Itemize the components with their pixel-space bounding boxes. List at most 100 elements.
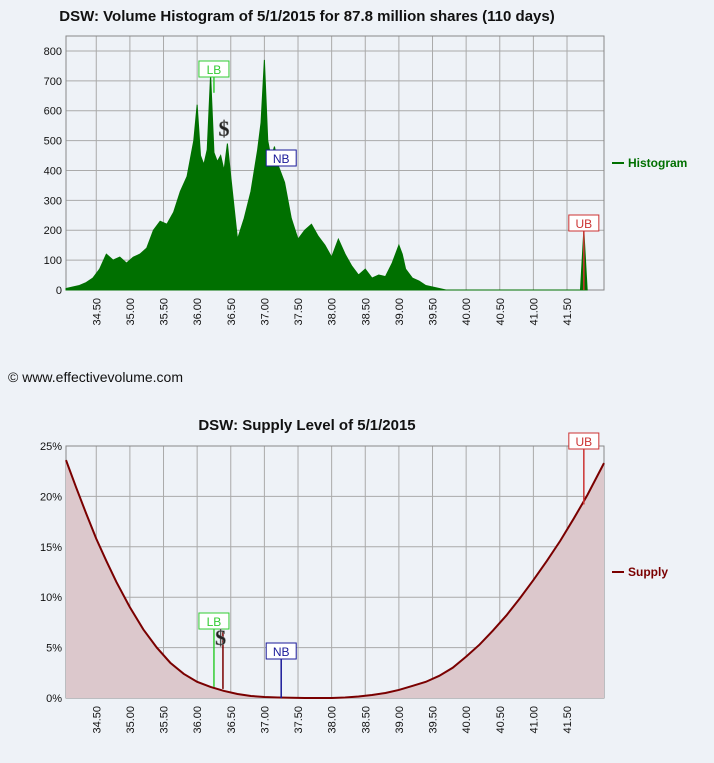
data-point [304, 697, 305, 698]
data-point [210, 686, 211, 687]
y-tick-label: 700 [44, 76, 62, 88]
data-point [412, 685, 413, 686]
y-tick-label: 600 [44, 106, 62, 118]
data-point [277, 697, 278, 698]
x-tick-label: 41.50 [562, 706, 574, 734]
data-point [331, 697, 332, 698]
lb-marker-label: LB [207, 63, 222, 77]
x-tick-label: 35.50 [159, 298, 171, 326]
data-point [519, 598, 520, 599]
ub-marker-box [568, 214, 600, 232]
x-tick-label: 39.50 [428, 706, 440, 734]
data-point [533, 579, 534, 580]
data-point [479, 644, 480, 645]
data-point [223, 690, 224, 691]
x-tick-label: 41.00 [528, 706, 540, 734]
y-tick-label: 100 [44, 255, 62, 267]
data-point [264, 696, 265, 697]
nb-marker-label: NB [273, 152, 290, 166]
x-tick-label: 40.50 [495, 706, 507, 734]
y-tick-label: 15% [40, 542, 62, 554]
data-point [492, 630, 493, 631]
nb-marker-box [265, 149, 297, 167]
x-tick-label: 39.00 [394, 706, 406, 734]
data-point [573, 518, 574, 519]
data-point [425, 681, 426, 682]
supply-title: DSW: Supply Level of 5/1/2015 [198, 417, 416, 434]
data-point [129, 607, 130, 608]
y-tick-label: 800 [44, 46, 62, 58]
data-point [116, 581, 117, 582]
data-point [466, 656, 467, 657]
data-point [65, 460, 66, 461]
x-tick-label: 38.50 [360, 706, 372, 734]
data-point [385, 692, 386, 693]
data-point [96, 538, 97, 539]
dollar-icon: $ [215, 625, 226, 650]
data-point [506, 615, 507, 616]
data-point [344, 697, 345, 698]
supply-nb-marker-label: NB [273, 645, 290, 659]
y-tick-label: 5% [46, 643, 62, 655]
x-tick-label: 38.00 [327, 706, 339, 734]
data-point [560, 540, 561, 541]
histogram-area [65, 59, 588, 291]
data-point [318, 697, 319, 698]
legend-label: Histogram [628, 156, 687, 170]
x-tick-label: 39.00 [394, 298, 406, 326]
data-point [75, 487, 76, 488]
x-tick-label: 38.00 [327, 298, 339, 326]
legend-label: Supply [628, 565, 668, 579]
data-point [86, 513, 87, 514]
x-tick-label: 37.00 [259, 298, 271, 326]
x-tick-label: 36.00 [192, 706, 204, 734]
lb-marker-box [198, 60, 230, 78]
y-tick-label: 10% [40, 592, 62, 604]
x-tick-label: 40.00 [461, 706, 473, 734]
supply-nb-marker-box [265, 642, 297, 660]
x-tick-label: 35.50 [159, 706, 171, 734]
ub-marker-label: UB [575, 217, 592, 231]
histogram-title: DSW: Volume Histogram of 5/1/2015 for 87… [59, 8, 555, 25]
supply-ub-marker-label: UB [575, 435, 592, 449]
y-tick-label: 400 [44, 165, 62, 177]
x-tick-label: 36.50 [226, 706, 238, 734]
x-tick-label: 35.00 [125, 706, 137, 734]
supply-ub-marker-box [568, 432, 600, 450]
dollar-icon: $ [219, 116, 230, 141]
supply-lb-marker-box [198, 612, 230, 630]
y-tick-label: 200 [44, 225, 62, 237]
x-tick-label: 40.50 [495, 298, 507, 326]
x-tick-label: 34.50 [91, 706, 103, 734]
data-point [183, 673, 184, 674]
data-point [398, 689, 399, 690]
data-point [237, 693, 238, 694]
data-point [143, 629, 144, 630]
copyright-text: © www.effectivevolume.com [8, 369, 184, 385]
x-tick-label: 37.00 [259, 706, 271, 734]
data-point [250, 695, 251, 696]
y-tick-label: 0% [46, 693, 62, 705]
data-point [197, 681, 198, 682]
data-point [156, 647, 157, 648]
x-tick-label: 39.50 [428, 298, 440, 326]
y-tick-label: 300 [44, 195, 62, 207]
x-tick-label: 34.50 [91, 298, 103, 326]
data-point [106, 560, 107, 561]
x-tick-label: 41.50 [562, 298, 574, 326]
data-point [603, 463, 604, 464]
supply-lb-marker-label: LB [207, 615, 222, 629]
data-point [358, 696, 359, 697]
y-tick-label: 20% [40, 491, 62, 503]
x-tick-label: 41.00 [528, 298, 540, 326]
y-tick-label: 500 [44, 136, 62, 148]
x-tick-label: 40.00 [461, 298, 473, 326]
y-tick-label: 25% [40, 441, 62, 453]
supply-area [66, 460, 604, 698]
data-point [291, 697, 292, 698]
histogram-chart: 0 100 200 300 400 500 600 700 800 34.50 35.00 35.50… [44, 35, 687, 326]
data-point [546, 560, 547, 561]
data-point [587, 495, 588, 496]
x-tick-label: 36.00 [192, 298, 204, 326]
